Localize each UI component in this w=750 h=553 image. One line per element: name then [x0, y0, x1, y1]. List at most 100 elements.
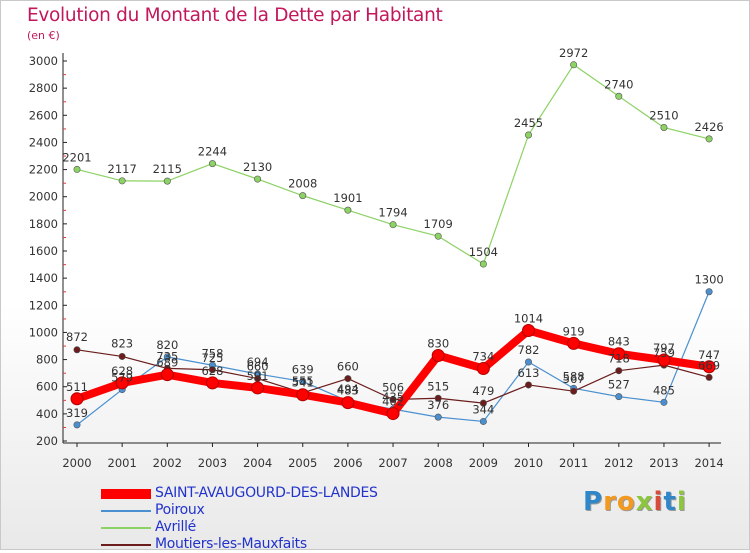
data-point [73, 165, 81, 173]
data-point [476, 362, 490, 376]
data-label: 376 [427, 398, 449, 412]
legend-swatch [101, 510, 151, 512]
data-label: 402 [382, 395, 404, 409]
data-label: 782 [518, 343, 540, 357]
data-label: 511 [66, 380, 88, 394]
x-tick-label: 2014 [694, 456, 723, 470]
data-label: 435 [382, 390, 404, 404]
data-point [208, 160, 216, 168]
data-label: 319 [66, 406, 88, 420]
data-label: 1300 [694, 273, 723, 287]
data-point [524, 381, 532, 389]
y-tick-label: 600 [36, 380, 58, 394]
legend-swatch [101, 544, 151, 546]
data-point [657, 353, 671, 367]
data-label: 485 [653, 383, 675, 397]
y-tick-label: 1200 [29, 298, 58, 312]
brand-logo: Proxiti [583, 487, 687, 517]
data-label: 2117 [108, 162, 137, 176]
x-tick-label: 2013 [649, 456, 678, 470]
data-label: 759 [653, 346, 675, 360]
x-tick-label: 2003 [198, 456, 227, 470]
data-point [702, 360, 716, 374]
data-point [341, 396, 355, 410]
data-point [434, 413, 442, 421]
brand-letter: o [616, 487, 636, 517]
data-point [570, 387, 578, 395]
data-point [344, 375, 352, 383]
data-label: 694 [247, 355, 269, 369]
data-label: 872 [66, 330, 88, 344]
data-point [705, 135, 713, 143]
data-label: 689 [156, 356, 178, 370]
data-label: 2455 [514, 116, 543, 130]
y-tick-label: 400 [36, 407, 58, 421]
data-label: 1709 [424, 217, 453, 231]
x-tick-label: 2001 [108, 456, 137, 470]
data-label: 2426 [694, 120, 723, 134]
data-label: 2244 [198, 145, 227, 159]
data-label: 515 [427, 379, 449, 393]
data-label: 2510 [649, 109, 678, 123]
x-tick-label: 2012 [604, 456, 633, 470]
data-label: 506 [382, 380, 404, 394]
data-point [299, 192, 307, 200]
data-label: 797 [653, 341, 675, 355]
brand-letter: i [676, 487, 687, 517]
data-label: 747 [698, 348, 720, 362]
data-point [163, 353, 171, 361]
data-point [522, 324, 535, 338]
data-label: 2740 [604, 77, 633, 91]
x-tick-label: 2010 [514, 456, 543, 470]
data-point [254, 175, 262, 183]
data-point [524, 358, 532, 366]
data-point [615, 367, 623, 375]
data-point [434, 232, 442, 240]
data-label: 555 [292, 374, 314, 388]
y-tick-label: 1000 [29, 325, 58, 339]
brand-letter: x [635, 487, 654, 517]
y-tick-label: 2600 [29, 108, 58, 122]
data-point [615, 393, 623, 401]
data-label: 344 [472, 402, 494, 416]
data-label: 669 [698, 358, 720, 372]
data-point [208, 366, 216, 374]
data-label: 628 [111, 364, 133, 378]
data-label: 718 [608, 352, 630, 366]
data-label: 2972 [559, 46, 588, 60]
legend-swatch [101, 489, 151, 499]
data-point [118, 352, 126, 360]
data-point [344, 206, 352, 214]
data-label: 820 [156, 338, 178, 352]
data-point [163, 177, 171, 185]
data-label: 639 [292, 362, 314, 376]
x-tick-label: 2005 [288, 456, 317, 470]
data-label: 823 [111, 336, 133, 350]
data-point [567, 336, 581, 350]
data-point [524, 131, 532, 139]
data-point [386, 407, 400, 421]
data-point [612, 347, 626, 361]
data-point [115, 376, 129, 390]
y-tick-label: 2200 [29, 163, 58, 177]
y-tick-label: 3000 [29, 54, 58, 68]
data-point [705, 373, 713, 381]
data-label: 660 [247, 360, 269, 374]
legend-label: SAINT-AVAUGOURD-DES-LANDES [155, 485, 378, 501]
data-label: 919 [563, 324, 585, 338]
y-tick-label: 2400 [29, 135, 58, 149]
y-tick-label: 800 [36, 353, 58, 367]
y-tick-label: 2800 [29, 81, 58, 95]
data-point [479, 260, 487, 268]
data-label: 1504 [469, 245, 498, 259]
data-label: 830 [427, 337, 449, 351]
brand-letter: r [603, 487, 617, 517]
data-point [251, 381, 265, 395]
x-tick-label: 2011 [559, 456, 588, 470]
data-label: 2115 [153, 162, 182, 176]
data-label: 628 [201, 364, 223, 378]
legend-label: Moutiers-les-Mauxfaits [155, 536, 307, 552]
legend-label: Avrillé [155, 519, 196, 535]
